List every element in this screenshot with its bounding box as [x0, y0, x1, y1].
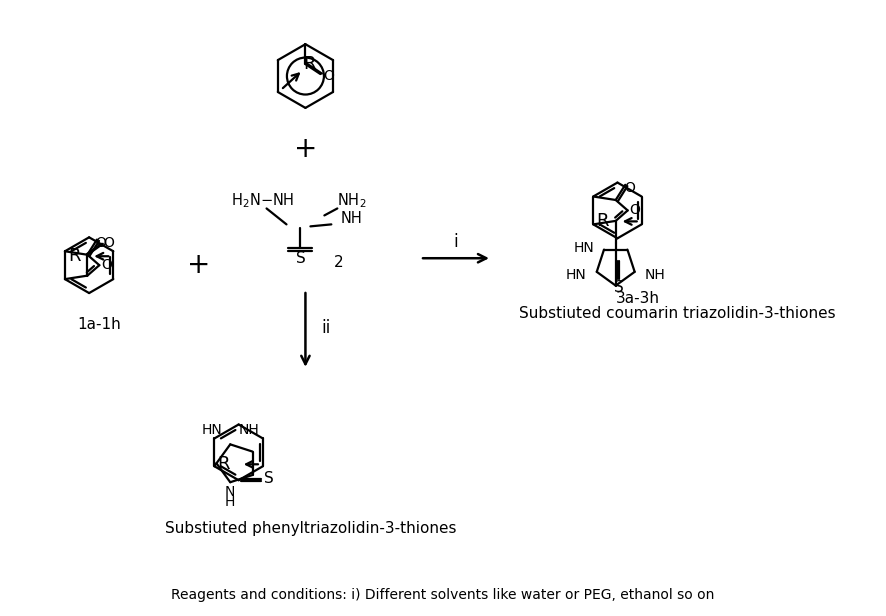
Text: N: N	[225, 485, 236, 499]
Text: O: O	[624, 181, 635, 195]
Text: Substiuted coumarin triazolidin-3-thiones: Substiuted coumarin triazolidin-3-thione…	[519, 307, 835, 322]
Text: S: S	[264, 471, 274, 486]
Text: O: O	[103, 236, 113, 250]
Text: 1a-1h: 1a-1h	[77, 317, 121, 333]
Text: Substiuted phenyltriazolidin-3-thiones: Substiuted phenyltriazolidin-3-thiones	[165, 522, 456, 537]
Text: O: O	[629, 203, 640, 217]
Text: O: O	[96, 235, 106, 249]
Text: S: S	[615, 280, 625, 295]
Text: 2: 2	[333, 254, 343, 270]
Text: NH: NH	[238, 423, 259, 437]
Text: R: R	[304, 55, 316, 73]
Text: H: H	[225, 495, 236, 509]
Text: 3a-3h: 3a-3h	[616, 291, 659, 306]
Text: $\mathregular{H_2N{-}NH}$: $\mathregular{H_2N{-}NH}$	[231, 191, 294, 210]
Text: O: O	[323, 69, 334, 83]
Text: R: R	[217, 455, 230, 473]
Text: $\mathregular{NH_2}$: $\mathregular{NH_2}$	[338, 191, 367, 210]
Text: HN: HN	[573, 241, 594, 254]
Text: Reagents and conditions: i) Different solvents like water or PEG, ethanol so on: Reagents and conditions: i) Different so…	[171, 588, 715, 602]
Text: +: +	[187, 251, 211, 279]
Text: R: R	[596, 213, 609, 230]
Text: R: R	[68, 247, 81, 265]
Text: O: O	[101, 258, 112, 272]
Text: +: +	[294, 135, 317, 163]
Text: HN: HN	[566, 268, 587, 282]
Text: NH: NH	[340, 211, 362, 226]
Text: HN: HN	[201, 423, 222, 437]
Text: ii: ii	[322, 319, 331, 337]
Text: i: i	[454, 233, 458, 251]
Text: S: S	[296, 251, 306, 265]
Text: NH: NH	[645, 268, 665, 282]
